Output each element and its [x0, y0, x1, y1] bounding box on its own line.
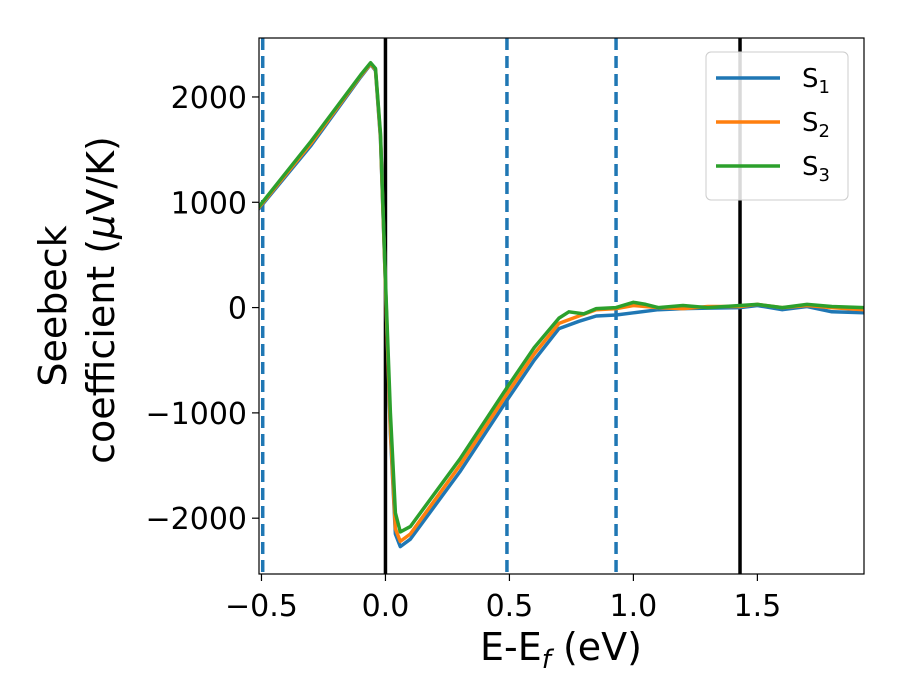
y-tick-label: −2000 — [146, 502, 247, 537]
y-axis-label: Seebeck coefficient (μV/K) — [31, 136, 123, 464]
y-tick-label: −1000 — [146, 397, 247, 432]
legend: S1 S2 S3 — [705, 51, 849, 201]
y-axis-label-line1: Seebeck — [31, 225, 75, 386]
x-tick-label: −0.5 — [225, 589, 298, 624]
y-axis: 2000 1000 0 −1000 −2000 — [146, 81, 259, 537]
y-axis-label-line2: coefficient (μV/K) — [79, 136, 123, 464]
series-line-s3 — [259, 60, 864, 534]
y-axis-label-line2-suffix: V/K) — [79, 136, 123, 215]
legend-box — [705, 51, 849, 201]
y-axis-label-line2-prefix: coefficient ( — [79, 239, 123, 464]
x-tick-label: 0.5 — [486, 589, 534, 624]
x-tick-label: 1.0 — [610, 589, 658, 624]
legend-label-s3: S3 — [802, 152, 830, 186]
x-axis-label-rest: (eV) — [551, 625, 642, 669]
x-axis-label: E-Ef (eV) — [480, 625, 642, 675]
y-tick-label: 2000 — [171, 81, 247, 116]
x-tick-label: 1.5 — [734, 589, 782, 624]
legend-label-s2: S2 — [802, 108, 830, 142]
plot-frame — [258, 37, 865, 575]
y-tick-label: 0 — [228, 292, 247, 327]
x-tick-label: 0.0 — [362, 589, 410, 624]
x-axis: −0.5 0.0 0.5 1.0 1.5 — [225, 574, 781, 624]
data-series — [259, 60, 864, 549]
x-axis-label-main: E-E — [480, 625, 542, 669]
legend-label-s1: S1 — [802, 64, 830, 98]
y-tick-label: 1000 — [171, 186, 247, 221]
y-axis-label-mu: μ — [79, 215, 123, 240]
